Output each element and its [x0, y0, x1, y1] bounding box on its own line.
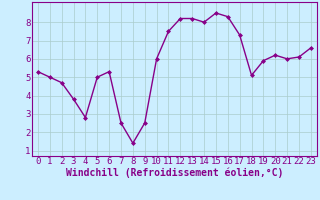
X-axis label: Windchill (Refroidissement éolien,°C): Windchill (Refroidissement éolien,°C) [66, 168, 283, 178]
